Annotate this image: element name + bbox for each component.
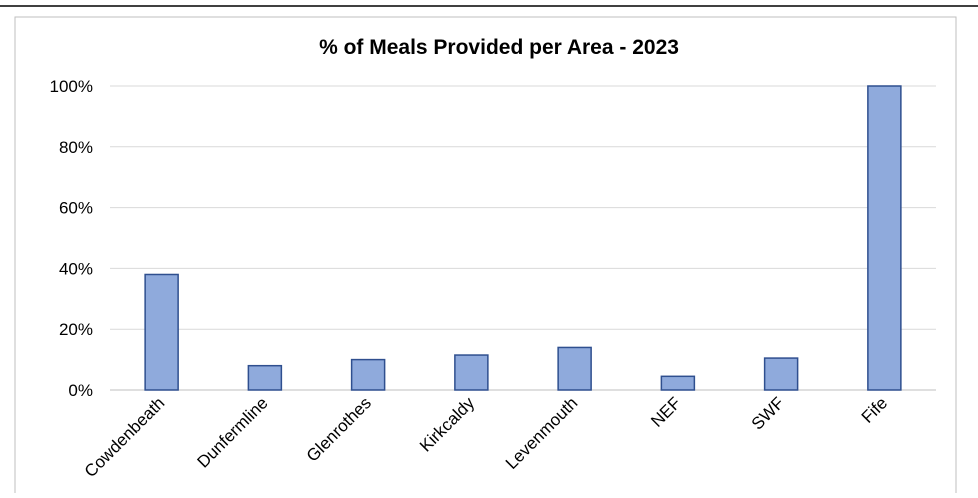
bar-kirkcaldy — [454, 354, 489, 391]
bar-cowdenbeath — [144, 273, 179, 391]
bar-nef — [660, 375, 696, 391]
y-tick-label: 60% — [59, 199, 93, 218]
bar-levenmouth — [557, 346, 592, 391]
bar-swf — [763, 357, 799, 391]
y-tick-label: 20% — [59, 320, 93, 339]
y-tick-label: 40% — [59, 259, 93, 278]
bar-glenrothes — [350, 358, 386, 391]
y-tick-label: 100% — [50, 77, 93, 96]
y-tick-label: 0% — [68, 381, 93, 400]
y-axis-tick-labels: 0% 20% 40% 60% 80% 100% — [50, 77, 93, 400]
bars — [144, 85, 902, 391]
y-tick-label: 80% — [59, 138, 93, 157]
bar-dunfermline — [247, 364, 283, 391]
bar-fife — [867, 85, 902, 391]
chart-title: % of Meals Provided per Area - 2023 — [319, 36, 679, 59]
chart-border — [14, 16, 957, 498]
